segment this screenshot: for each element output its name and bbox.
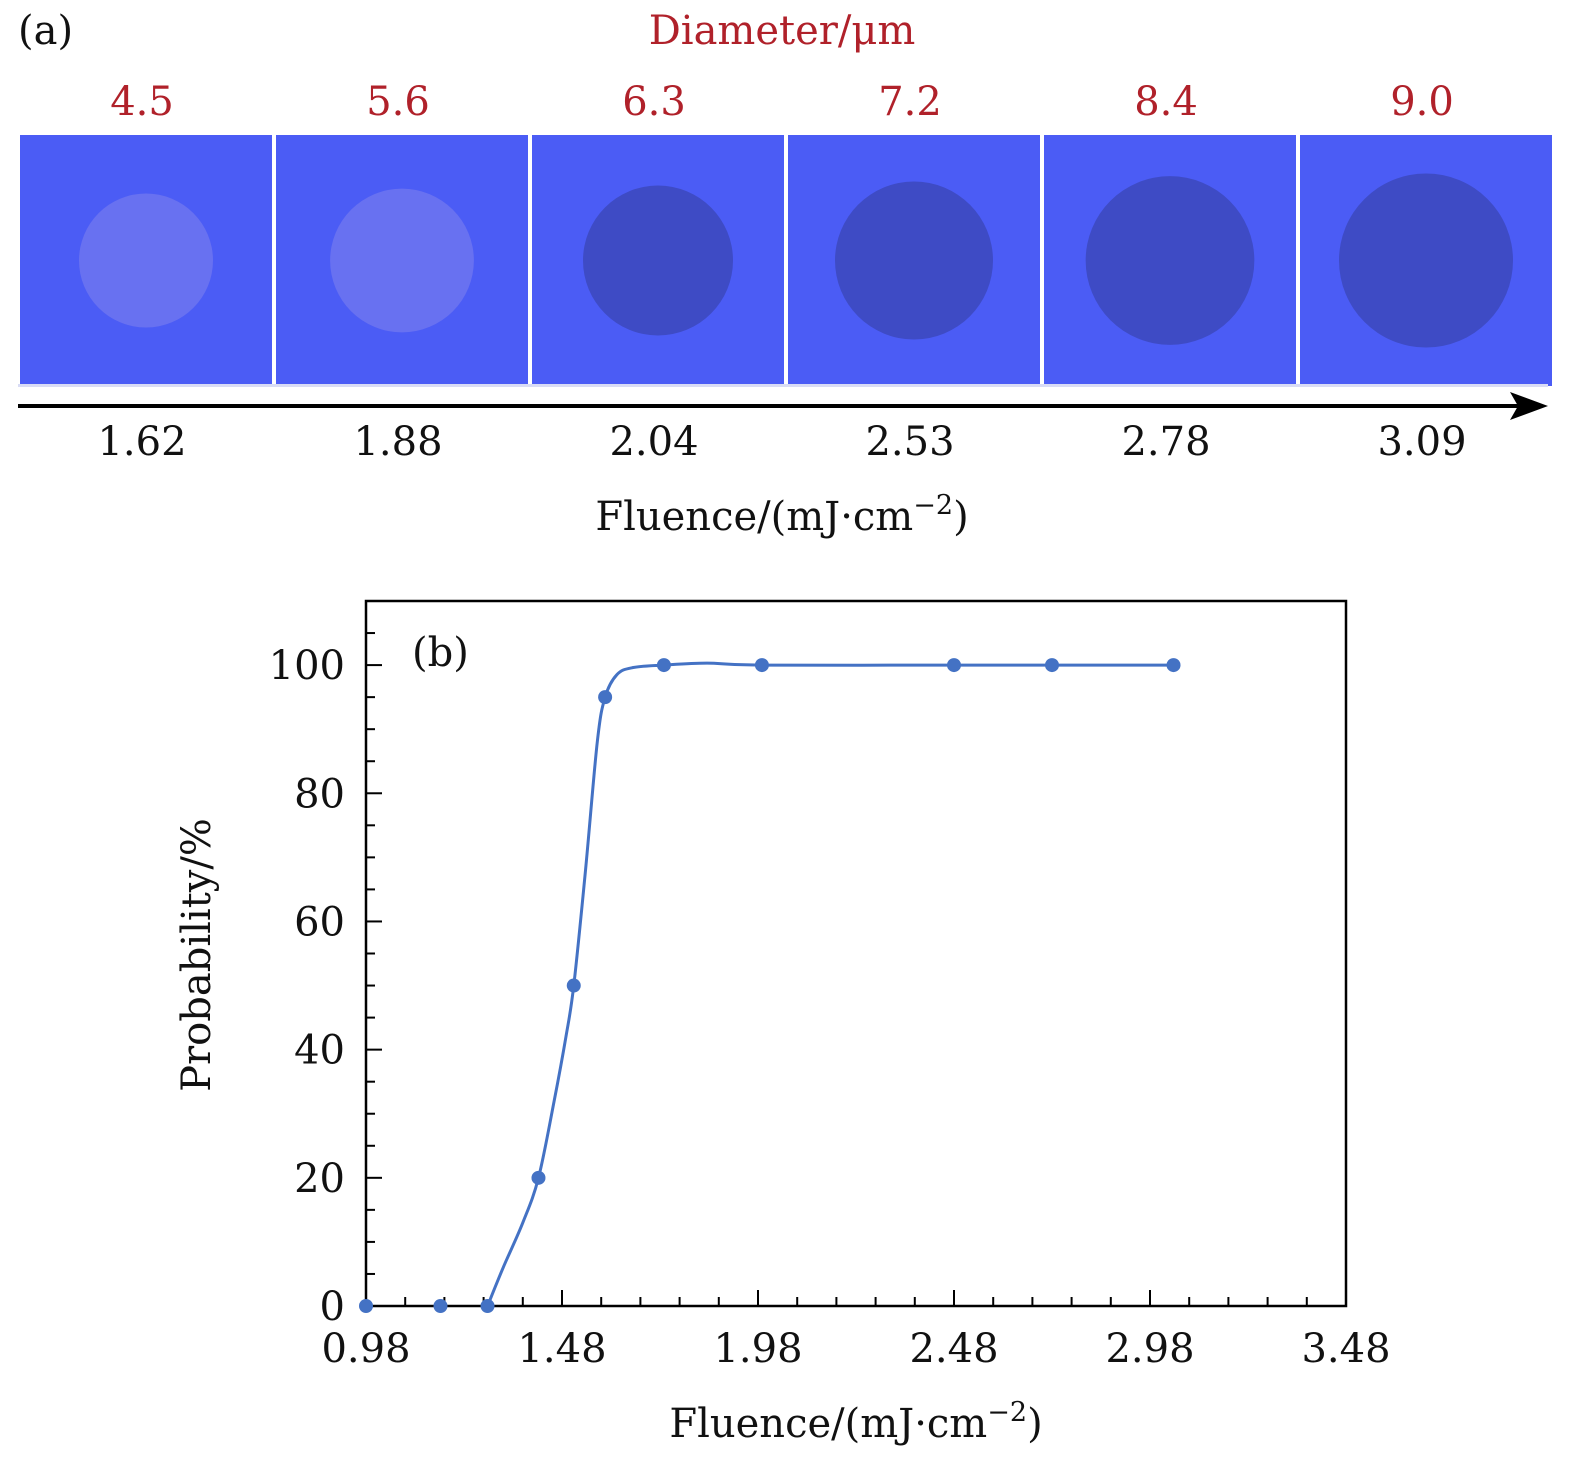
fluence-label: 3.09 <box>1377 419 1466 465</box>
data-point <box>1166 658 1181 673</box>
y-tick-label: 100 <box>269 643 345 689</box>
panel-a: (a) Diameter/μm 4.5 5.6 6.3 7.2 8.4 9.0 1.62 1… <box>18 8 1552 540</box>
diameter-label: 9.0 <box>1390 79 1454 125</box>
x-axis-label: Fluence/(mJ·cm−2) <box>669 1397 1042 1447</box>
x-ticks: 0.98 1.48 1.98 2.48 2.98 3.48 <box>321 1290 1391 1372</box>
spot-images <box>18 135 1552 387</box>
panel-b: (b) 0.98 1.48 1.98 2.48 2.98 3.48 0 20 40 60 80 10… <box>174 599 1391 1447</box>
x-tick-label: 3.48 <box>1301 1326 1390 1372</box>
ablation-spot <box>1339 173 1513 348</box>
data-point <box>531 1170 546 1185</box>
diameter-title: Diameter/μm <box>649 8 916 54</box>
x-tick-label: 1.98 <box>713 1326 802 1372</box>
image-strip-edge <box>18 384 1548 387</box>
fit-curve <box>486 661 1174 1307</box>
data-point <box>566 978 581 993</box>
data-point <box>480 1299 495 1313</box>
data-point <box>1045 658 1059 673</box>
data-point <box>598 690 613 705</box>
fluence-label: 2.53 <box>865 419 954 465</box>
diameter-label: 4.5 <box>110 79 174 125</box>
data-point <box>433 1299 448 1313</box>
diameter-label: 5.6 <box>366 79 430 125</box>
diameter-label: 6.3 <box>622 79 686 125</box>
ablation-spot <box>583 185 733 336</box>
ablation-spot <box>835 181 993 340</box>
panel-a-xlabel: Fluence/(mJ·cm−2) <box>595 490 968 540</box>
fluence-label: 2.04 <box>609 419 698 465</box>
data-points <box>359 658 1181 1313</box>
ablation-spot <box>79 193 213 328</box>
panel-b-label: (b) <box>412 630 469 676</box>
data-point <box>359 1299 373 1313</box>
arrow-head-icon <box>1510 392 1548 420</box>
x-tick-label: 1.48 <box>517 1326 606 1372</box>
data-point <box>754 658 769 673</box>
x-tick-label: 2.98 <box>1105 1326 1194 1372</box>
y-tick-label: 0 <box>320 1284 345 1330</box>
fluence-label: 1.88 <box>353 419 442 465</box>
y-tick-label: 40 <box>294 1028 345 1074</box>
y-tick-label: 80 <box>294 771 345 817</box>
fluence-label: 1.62 <box>97 419 186 465</box>
y-ticks: 0 20 40 60 80 100 <box>269 600 382 1330</box>
panel-a-label: (a) <box>18 8 73 54</box>
y-tick-label: 60 <box>294 899 345 945</box>
y-axis-label: Probability/% <box>174 818 220 1092</box>
fluence-arrow <box>18 392 1548 420</box>
data-point <box>947 658 961 673</box>
diameter-label: 7.2 <box>878 79 942 125</box>
plot-frame <box>364 599 1348 1308</box>
ablation-spot <box>1085 176 1255 345</box>
fluence-labels: 1.62 1.88 2.04 2.53 2.78 3.09 <box>97 419 1466 465</box>
x-tick-label: 0.98 <box>321 1326 410 1372</box>
x-tick-label: 2.48 <box>909 1326 998 1372</box>
data-point <box>656 658 671 673</box>
diameter-label: 8.4 <box>1134 79 1198 125</box>
y-tick-label: 20 <box>294 1156 345 1202</box>
ablation-spot <box>330 188 474 333</box>
fluence-label: 2.78 <box>1121 419 1210 465</box>
diameter-labels: 4.5 5.6 6.3 7.2 8.4 9.0 <box>110 79 1454 125</box>
